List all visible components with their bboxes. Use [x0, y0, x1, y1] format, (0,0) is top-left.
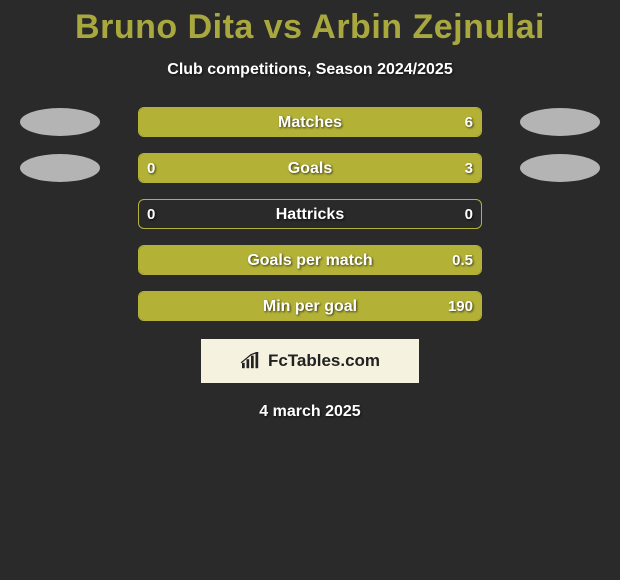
value-right: 190	[448, 292, 473, 321]
bar-fill-right	[139, 246, 481, 274]
stat-row: Goals per match 0.5	[0, 245, 620, 275]
value-left: 0	[147, 200, 155, 229]
page-title: Bruno Dita vs Arbin Zejnulai	[0, 0, 620, 47]
brand-box: FcTables.com	[201, 339, 419, 383]
stat-label: Hattricks	[139, 200, 481, 229]
stat-row: Matches 6	[0, 107, 620, 137]
value-right: 0.5	[452, 246, 473, 275]
bar-track: Min per goal 190	[138, 291, 482, 321]
brand-text: FcTables.com	[268, 351, 380, 371]
player-right-ellipse	[520, 154, 600, 182]
chart-area: Matches 6 0 Goals 3 0 Hattri	[0, 107, 620, 321]
bar-track: Goals per match 0.5	[138, 245, 482, 275]
stat-row: 0 Goals 3	[0, 153, 620, 183]
bar-track: 0 Goals 3	[138, 153, 482, 183]
value-right: 6	[465, 108, 473, 137]
player-left-ellipse	[20, 108, 100, 136]
player-left-ellipse	[20, 154, 100, 182]
bar-fill-right	[201, 154, 481, 182]
bar-track: 0 Hattricks 0	[138, 199, 482, 229]
bar-fill-right	[139, 108, 481, 136]
value-right: 3	[465, 154, 473, 183]
date-label: 4 march 2025	[0, 403, 620, 421]
bar-fill-right	[139, 292, 481, 320]
stat-row: Min per goal 190	[0, 291, 620, 321]
bar-track: Matches 6	[138, 107, 482, 137]
player-right-ellipse	[520, 108, 600, 136]
subtitle: Club competitions, Season 2024/2025	[0, 61, 620, 79]
bar-chart-icon	[240, 352, 262, 370]
value-right: 0	[465, 200, 473, 229]
comparison-infographic: Bruno Dita vs Arbin Zejnulai Club compet…	[0, 0, 620, 580]
value-left: 0	[147, 154, 155, 183]
stat-row: 0 Hattricks 0	[0, 199, 620, 229]
